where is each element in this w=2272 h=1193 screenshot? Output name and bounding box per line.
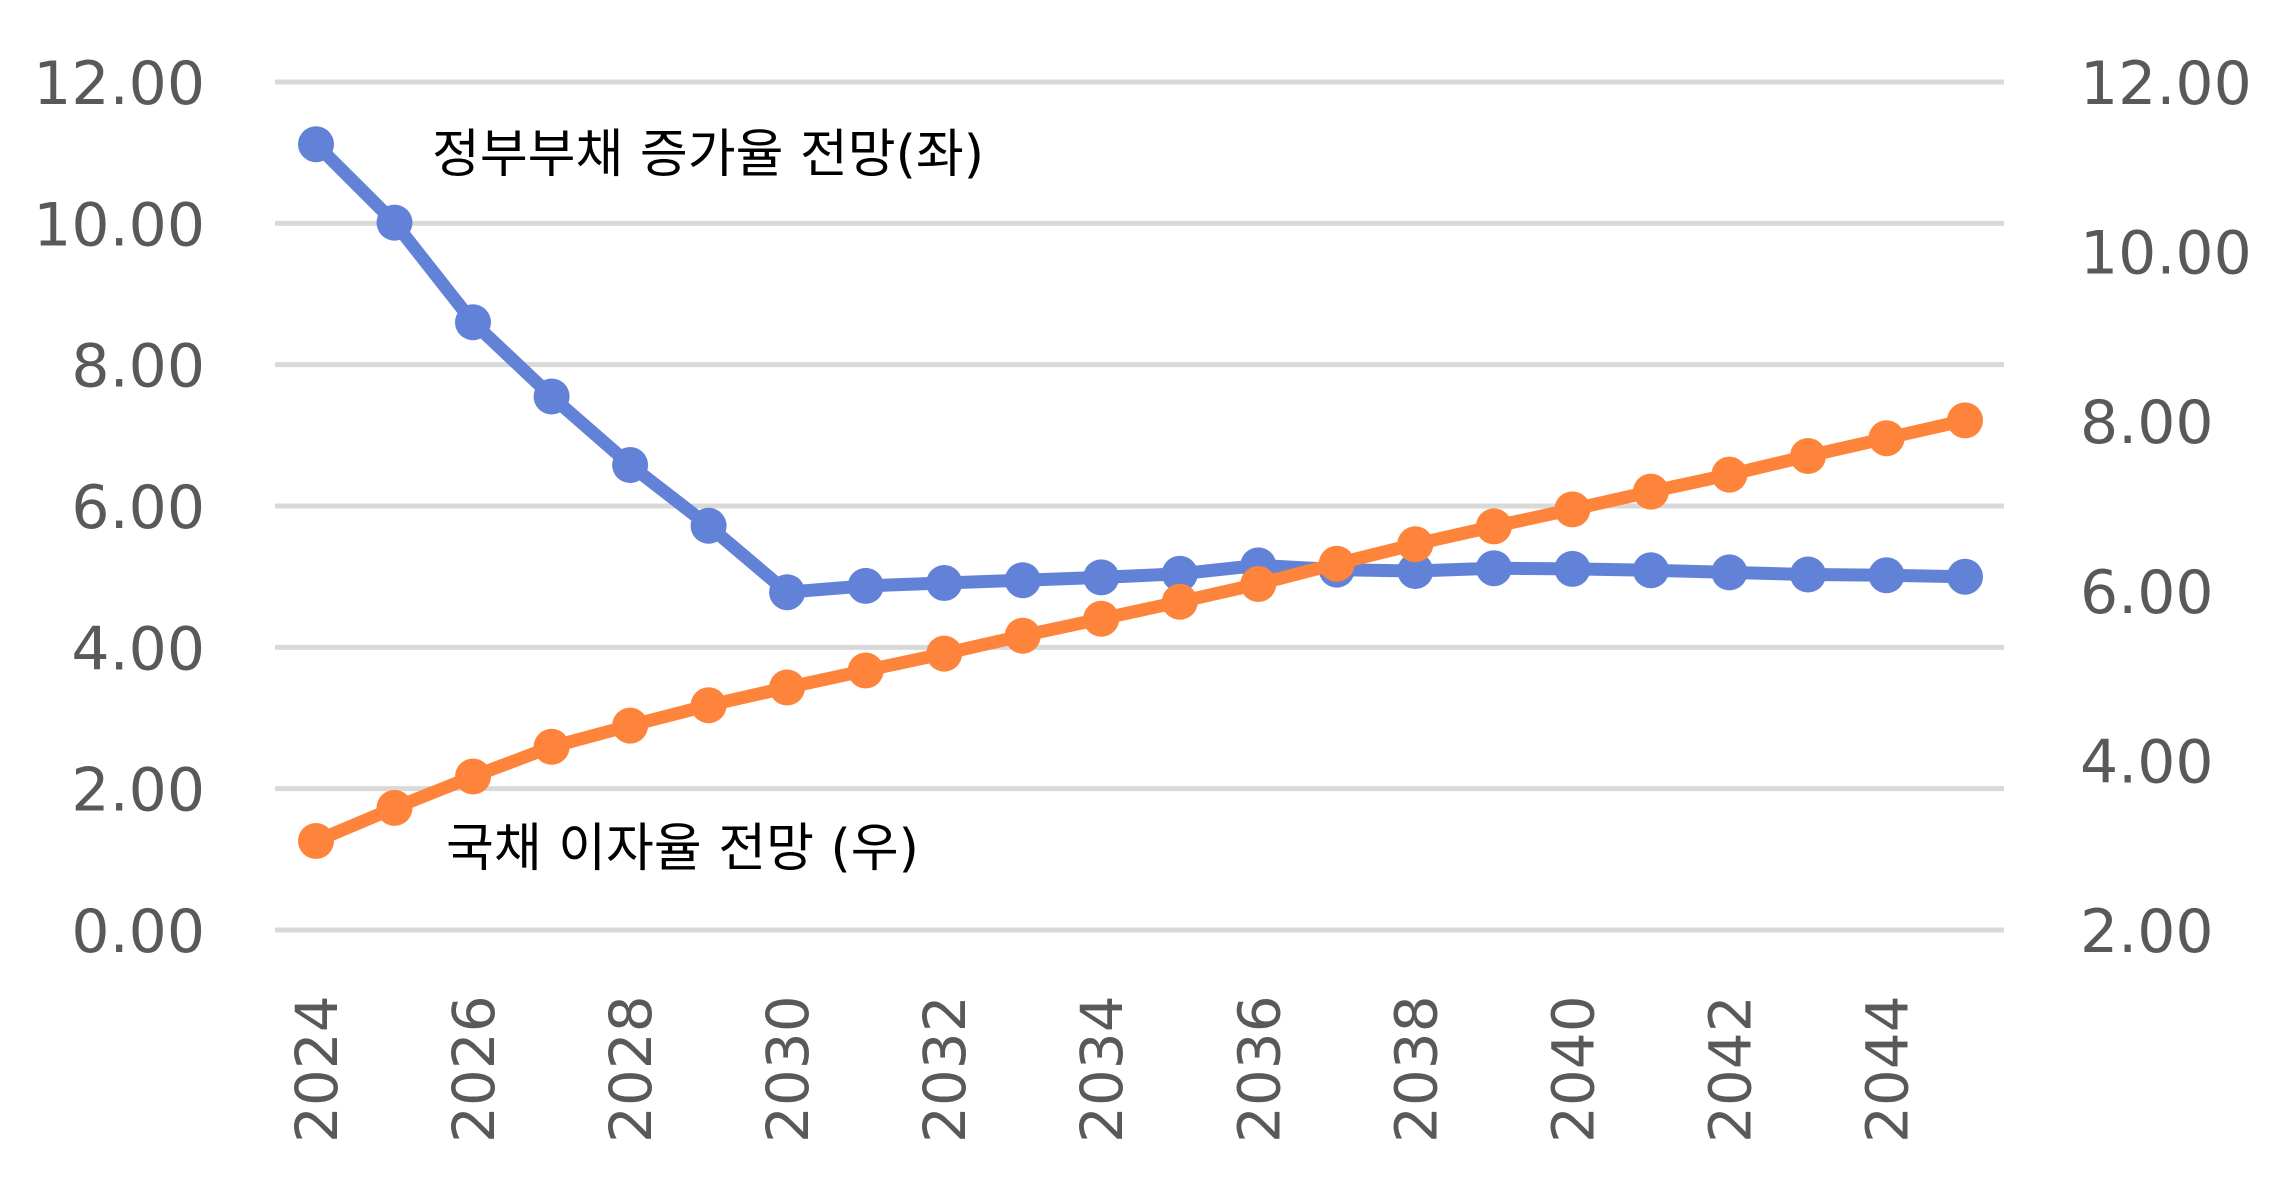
- gridlines: [275, 79, 2004, 933]
- series-0-point-2027: [533, 378, 570, 415]
- right-axis-tick-label: 4.00: [2080, 727, 2214, 797]
- x-axis-tick-label: 2044: [1853, 995, 1921, 1143]
- series-1-point-2027: [533, 728, 570, 765]
- series-1-point-2042: [1711, 456, 1748, 493]
- series-0-point-2041: [1632, 552, 1669, 589]
- series-1-point-2029: [690, 687, 727, 724]
- left-axis-tick-label: 8.00: [71, 332, 205, 402]
- right-y-axis: 2.00 4.00 6.00 8.00 10.00 12.00: [2080, 49, 2252, 967]
- x-axis-tick-label: 2028: [597, 995, 665, 1143]
- series-0-point-2029: [690, 507, 727, 544]
- series-1-point-2039: [1475, 508, 1512, 545]
- series-1-point-2040: [1554, 491, 1591, 528]
- x-axis-tick-label: 2040: [1539, 995, 1607, 1143]
- right-axis-tick-label: 12.00: [2080, 49, 2252, 119]
- x-axis-tick-label: 2030: [754, 995, 822, 1143]
- series-layer: [298, 126, 1983, 859]
- x-axis-tick-label: 2026: [440, 995, 508, 1143]
- x-axis-tick-label: 2042: [1696, 995, 1764, 1143]
- series-1-point-2024: [298, 823, 334, 859]
- left-axis-tick-label: 10.00: [33, 190, 205, 260]
- x-axis-tick-label: 2032: [911, 995, 979, 1143]
- series-0-group: [298, 126, 1983, 611]
- series-0-point-2035: [1161, 555, 1198, 592]
- series-1-point-2032: [926, 635, 963, 672]
- series-1-group: [298, 402, 1983, 859]
- series-0-point-2038: [1397, 553, 1434, 589]
- series-0-point-2045: [1947, 558, 1983, 595]
- x-axis-tick-label: 2034: [1068, 995, 1136, 1143]
- series-line-left: [309, 137, 1972, 599]
- x-axis: 2024 2026 2028 2030 2032 2034 2036 2038 2040 2042…: [283, 995, 1921, 1143]
- series-0-point-2034: [1083, 559, 1120, 596]
- series-0-point-2032: [926, 565, 963, 601]
- series-0-point-2033: [1004, 562, 1041, 599]
- series-0-point-2039: [1475, 550, 1512, 587]
- left-axis-tick-label: 12.00: [33, 49, 205, 119]
- series-1-point-2036: [1240, 566, 1277, 602]
- series-0-point-2025: [376, 204, 413, 241]
- annotation-government-debt-growth: 정부부채 증가율 전망(좌): [432, 125, 984, 185]
- series-0-point-2043: [1790, 556, 1826, 593]
- series-0-point-2031: [847, 567, 884, 604]
- series-0-point-2042: [1711, 554, 1748, 591]
- series-1-point-2033: [1004, 617, 1041, 654]
- left-axis-tick-label: 0.00: [71, 897, 205, 967]
- x-axis-tick-label: 2024: [283, 995, 351, 1143]
- series-1-point-2026: [455, 758, 491, 795]
- series-1-point-2028: [612, 707, 649, 744]
- series-1-point-2025: [376, 789, 413, 826]
- right-axis-tick-label: 8.00: [2080, 388, 2214, 458]
- right-axis-tick-label: 2.00: [2080, 897, 2214, 967]
- series-1-point-2038: [1397, 526, 1434, 563]
- left-axis-tick-label: 2.00: [71, 756, 205, 826]
- right-axis-tick-label: 6.00: [2080, 558, 2214, 628]
- series-1-point-2031: [847, 652, 884, 689]
- annotation-bond-interest-rate: 국채 이자율 전망 (우): [446, 819, 919, 879]
- series-1-point-2043: [1790, 438, 1826, 474]
- series-0-point-2030: [769, 574, 806, 611]
- series-0-point-2026: [455, 304, 491, 341]
- left-axis-tick-label: 6.00: [71, 473, 205, 543]
- series-1-point-2035: [1161, 583, 1198, 620]
- series-0-point-2028: [612, 447, 649, 483]
- left-axis-tick-label: 4.00: [71, 614, 205, 684]
- series-1-point-2034: [1083, 600, 1120, 637]
- right-axis-tick-label: 10.00: [2080, 219, 2252, 289]
- series-1-point-2045: [1947, 402, 1983, 439]
- left-y-axis: 0.00 2.00 4.00 6.00 8.00 10.00 12.00: [33, 49, 205, 967]
- series-0-point-2044: [1868, 557, 1905, 594]
- x-axis-tick-label: 2036: [1225, 995, 1293, 1143]
- series-line-right: [309, 413, 1972, 848]
- series-1-point-2044: [1868, 420, 1905, 457]
- series-0-point-2024: [298, 126, 334, 163]
- x-axis-tick-label: 2038: [1382, 995, 1450, 1143]
- series-1-point-2041: [1632, 473, 1669, 510]
- series-1-point-2037: [1318, 545, 1355, 582]
- series-0-point-2040: [1554, 550, 1591, 587]
- series-1-point-2030: [769, 669, 806, 706]
